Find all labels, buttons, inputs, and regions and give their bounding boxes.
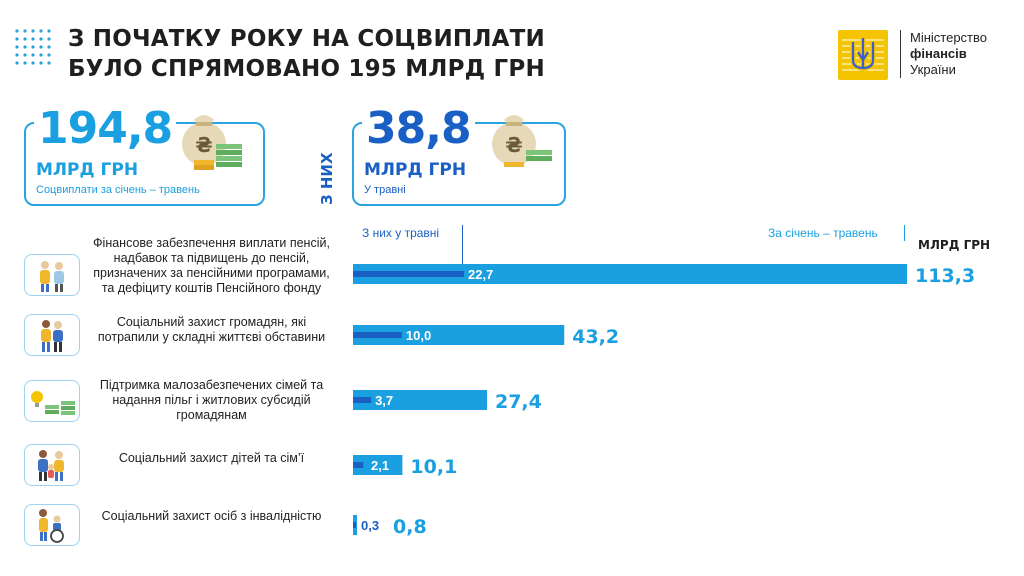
total-bar-3 (353, 390, 487, 410)
category-label-5: Соціальний захист осіб з інвалідністю (101, 509, 322, 523)
legend-total-guide-line (904, 225, 905, 241)
disability-icon (24, 504, 80, 546)
subsidy-icon (24, 380, 80, 422)
may-value-label-2: 10,0 (406, 328, 431, 343)
money-bag-icon: ₴ (492, 115, 552, 167)
category-label-1: Фінансове забезпечення виплати пенсій, н… (93, 236, 330, 295)
total-value: 194,8 (34, 106, 177, 152)
logo-line-2: фінансів (910, 46, 967, 61)
category-label-2: Соціальний захист громадян, які потрапил… (97, 315, 326, 344)
may-bar-1 (353, 271, 464, 277)
title-line-2: БУЛО СПРЯМОВАНО 195 МЛРД ГРН (68, 56, 545, 82)
total-value-label-4: 10,1 (410, 456, 457, 478)
svg-text:₴: ₴ (505, 133, 522, 157)
title-line-1: З ПОЧАТКУ РОКУ НА СОЦВИПЛАТИ (68, 26, 546, 52)
may-value-label-5: 0,3 (361, 518, 379, 533)
total-unit: МЛРД ГРН (36, 160, 139, 180)
may-caption: У травні (364, 184, 406, 196)
children-family-icon (24, 444, 80, 486)
logo-line-1: Міністерство (910, 30, 987, 45)
total-caption: Соцвиплати за січень – травень (36, 184, 200, 196)
ministry-logo: Міністерство фінансів України (838, 26, 1008, 82)
total-bar-4 (353, 455, 403, 475)
total-bar-2 (353, 325, 565, 345)
may-unit: МЛРД ГРН (364, 160, 467, 180)
money-bag-icon: ₴ (182, 115, 242, 170)
trident-emblem-icon (838, 30, 888, 80)
legend-may-guide-line (462, 225, 463, 267)
total-bar-1 (353, 264, 907, 284)
svg-text:₴: ₴ (195, 133, 212, 157)
category-label-3: Підтримка малозабезпечених сімей та нада… (99, 378, 324, 422)
may-summary-card: 38,8 МЛРД ГРН У травні ₴ (352, 106, 566, 206)
may-value-label-4: 2,1 (371, 458, 389, 473)
category-label-4: Соціальний захист дітей та сім’ї (118, 451, 305, 465)
legend-may: З них у травні (362, 226, 440, 240)
total-value-label-2: 43,2 (572, 326, 619, 348)
total-value-label-1: 113,3 (915, 265, 975, 287)
may-bar-3 (353, 397, 372, 403)
pensioners-icon (24, 254, 80, 296)
decorative-dots (15, 29, 51, 65)
logo-divider (900, 30, 901, 78)
may-value-label-1: 22,7 (468, 267, 493, 282)
may-bar-4 (353, 462, 364, 468)
may-value: 38,8 (362, 106, 475, 152)
logo-text: Міністерство фінансів України (910, 30, 987, 78)
may-bar-2 (353, 332, 402, 338)
family-help-icon (24, 314, 80, 356)
total-value-label-3: 27,4 (495, 391, 542, 413)
unit-label: МЛРД ГРН (918, 238, 991, 252)
total-value-label-5: 0,8 (393, 516, 427, 538)
legend-total: За січень – травень (768, 226, 878, 240)
may-bar-5 (353, 522, 356, 528)
total-summary-card: 194,8 МЛРД ГРН Соцвиплати за січень – тр… (24, 106, 265, 206)
may-value-label-3: 3,7 (375, 393, 393, 408)
page-title: З ПОЧАТКУ РОКУ НА СОЦВИПЛАТИ БУЛО СПРЯМО… (68, 24, 545, 84)
logo-line-3: України (910, 62, 956, 77)
